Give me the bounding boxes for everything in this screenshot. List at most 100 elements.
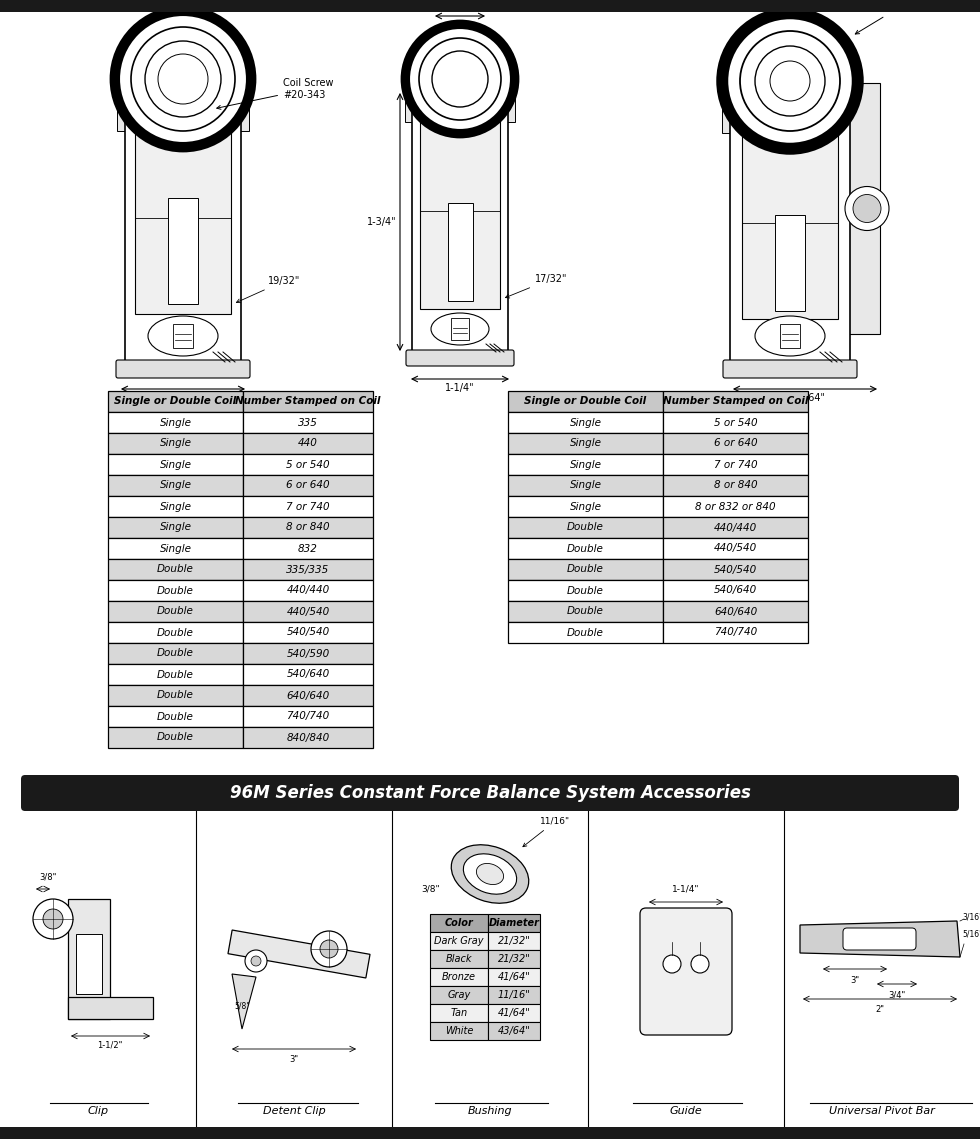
Bar	[243, 685, 373, 706]
Polygon shape	[800, 921, 960, 957]
Bar	[243, 454, 373, 475]
FancyBboxPatch shape	[723, 360, 857, 378]
Text: Single: Single	[160, 501, 191, 511]
Text: 3/8": 3/8"	[39, 872, 57, 880]
Bar	[243, 475, 373, 495]
FancyBboxPatch shape	[640, 908, 732, 1035]
Circle shape	[432, 51, 488, 107]
Bar	[508, 433, 663, 454]
Text: Single: Single	[160, 481, 191, 491]
Circle shape	[33, 899, 73, 939]
Circle shape	[158, 54, 208, 104]
Polygon shape	[228, 931, 370, 978]
Bar	[420, 113, 500, 309]
Circle shape	[755, 46, 825, 116]
Bar	[488, 968, 540, 986]
Bar	[243, 622, 373, 644]
Text: Black: Black	[446, 954, 472, 964]
Circle shape	[111, 7, 255, 151]
Text: 440/540: 440/540	[713, 543, 758, 554]
Ellipse shape	[431, 313, 489, 345]
Text: Single: Single	[160, 459, 191, 469]
Bar	[0, 0, 980, 13]
Text: Double: Double	[567, 606, 604, 616]
Circle shape	[402, 21, 518, 137]
Text: Color: Color	[445, 918, 473, 928]
Bar	[108, 622, 243, 644]
Bar	[108, 538, 243, 559]
Bar	[488, 1003, 540, 1022]
Text: Single: Single	[160, 418, 191, 427]
Circle shape	[663, 954, 681, 973]
Bar	[430, 932, 488, 950]
Text: 21/32": 21/32"	[498, 954, 530, 964]
Text: Double: Double	[567, 523, 604, 533]
Text: 3/4": 3/4"	[889, 990, 906, 999]
Bar	[108, 727, 243, 748]
Text: 11/16": 11/16"	[523, 817, 570, 846]
Text: 3": 3"	[289, 1055, 299, 1064]
Text: 440: 440	[298, 439, 318, 449]
Bar	[430, 986, 488, 1003]
Text: 1-3/4": 1-3/4"	[368, 218, 397, 228]
Bar	[243, 601, 373, 622]
Bar	[742, 126, 838, 319]
Bar	[508, 454, 663, 475]
Text: Clip: Clip	[87, 1106, 109, 1116]
Bar	[243, 391, 373, 412]
Bar	[663, 391, 808, 412]
Text: 440/440: 440/440	[286, 585, 329, 596]
Text: 8 or 832 or 840: 8 or 832 or 840	[695, 501, 776, 511]
Text: Single: Single	[569, 439, 602, 449]
Circle shape	[770, 62, 810, 101]
Bar	[488, 913, 540, 932]
Text: 640/640: 640/640	[713, 606, 758, 616]
Bar	[243, 517, 373, 538]
Circle shape	[718, 9, 862, 153]
Bar	[663, 517, 808, 538]
Circle shape	[740, 31, 840, 131]
Text: 1-1/4": 1-1/4"	[445, 383, 475, 393]
Bar	[448, 203, 472, 301]
Bar	[508, 622, 663, 644]
Bar	[508, 538, 663, 559]
Text: 7 or 740: 7 or 740	[713, 459, 758, 469]
Text: 3/8": 3/8"	[421, 885, 440, 893]
Bar	[168, 198, 198, 304]
Bar	[430, 1022, 488, 1040]
Text: Tan: Tan	[451, 1008, 467, 1018]
Bar	[108, 706, 243, 727]
Bar	[108, 601, 243, 622]
Text: Guide: Guide	[669, 1106, 703, 1116]
Text: 840/840: 840/840	[286, 732, 329, 743]
Ellipse shape	[755, 316, 825, 357]
Bar	[76, 934, 102, 994]
Circle shape	[311, 931, 347, 967]
Bar	[508, 495, 663, 517]
Bar	[508, 601, 663, 622]
Text: 21/32": 21/32"	[498, 936, 530, 947]
Circle shape	[727, 18, 853, 144]
Bar	[243, 664, 373, 685]
Text: 3": 3"	[851, 976, 859, 985]
Text: 5 or 540: 5 or 540	[713, 418, 758, 427]
Text: 335/335: 335/335	[286, 565, 329, 574]
Text: 1-1/4": 1-1/4"	[672, 885, 700, 894]
Bar	[243, 495, 373, 517]
Text: 8 or 840: 8 or 840	[713, 481, 758, 491]
Text: 540/540: 540/540	[286, 628, 329, 638]
Text: 335: 335	[298, 418, 318, 427]
Text: 41/64": 41/64"	[498, 972, 530, 982]
Text: 8 or 840: 8 or 840	[286, 523, 330, 533]
Ellipse shape	[476, 863, 504, 885]
Circle shape	[320, 940, 338, 958]
Text: 540/640: 540/640	[286, 670, 329, 680]
Text: Universal Pivot Bar: Universal Pivot Bar	[829, 1106, 935, 1116]
Bar	[508, 559, 663, 580]
FancyBboxPatch shape	[406, 350, 514, 366]
Text: Bushing: Bushing	[467, 1106, 513, 1116]
Text: 832: 832	[298, 543, 318, 554]
Ellipse shape	[464, 854, 516, 894]
Bar	[663, 559, 808, 580]
Text: 19/32": 19/32"	[236, 276, 301, 303]
